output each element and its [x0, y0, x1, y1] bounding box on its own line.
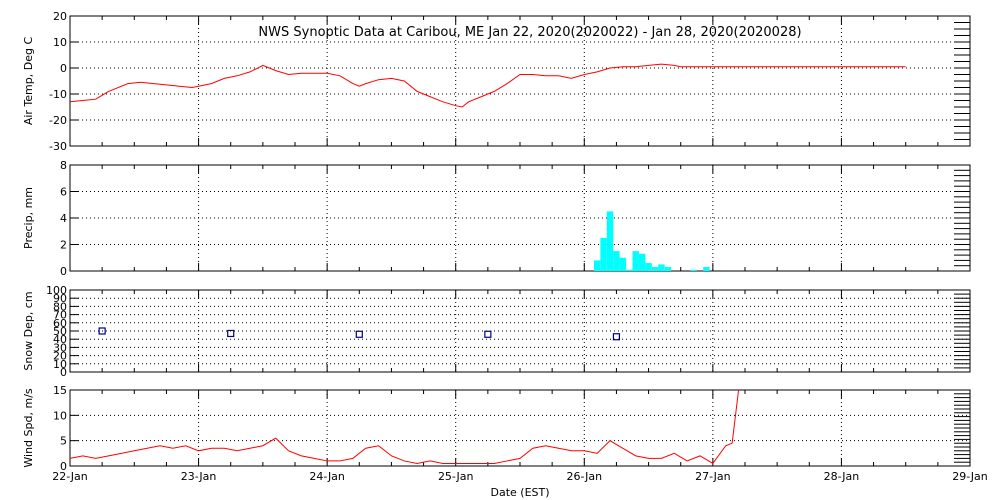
precip-bar — [651, 267, 659, 271]
y-tick-label: 6 — [60, 186, 67, 199]
y-tick-label: 20 — [53, 350, 67, 363]
y-tick-label: 80 — [53, 300, 67, 313]
y-tick-label: 90 — [53, 292, 67, 305]
y-tick-label: 20 — [53, 10, 67, 23]
y-tick-label: 10 — [53, 358, 67, 371]
x-tick-label: 29-Jan — [952, 470, 988, 483]
y-axis-label: Air Temp, Deg C — [22, 37, 35, 126]
precip-bar — [619, 257, 627, 271]
precip-bar — [632, 251, 639, 271]
precip-bar — [606, 211, 614, 271]
y-tick-label: 70 — [53, 309, 67, 322]
y-tick-label: 8 — [60, 159, 67, 172]
y-tick-label: 50 — [53, 325, 67, 338]
plot-frame — [69, 389, 971, 467]
y-tick-label: 30 — [53, 341, 67, 354]
precip-bar — [703, 267, 710, 271]
panel-1: -30 -20 -10 0 10 20 Air Temp, Deg C — [22, 10, 971, 153]
precip-bar — [645, 263, 652, 271]
snow-depth-point — [355, 330, 363, 338]
precip-bar — [658, 264, 665, 271]
y-tick-label: -10 — [49, 88, 67, 101]
x-tick-label: 22-Jan — [52, 470, 88, 483]
precip-bar — [626, 269, 633, 271]
x-tick-label: 25-Jan — [438, 470, 474, 483]
y-tick-label: 10 — [53, 36, 67, 49]
y-tick-label: 0 — [60, 366, 67, 379]
y-axis-label: Wind Spd, m/s — [22, 388, 35, 468]
y-tick-label: 10 — [53, 409, 67, 422]
x-tick-label: 23-Jan — [181, 470, 217, 483]
y-tick-label: 15 — [53, 384, 67, 397]
y-tick-label: 0 — [60, 62, 67, 75]
y-axis-label: Snow Dep, cm — [22, 291, 35, 370]
y-tick-label: -20 — [49, 114, 67, 127]
snow-depth-point — [612, 333, 621, 341]
chart-title: NWS Synoptic Data at Caribou, ME Jan 22,… — [258, 25, 801, 40]
x-tick-label: 26-Jan — [567, 470, 603, 483]
y-tick-label: 4 — [60, 212, 67, 225]
y-tick-label: 60 — [53, 317, 67, 330]
precip-bar — [593, 260, 601, 271]
snow-depth-point — [98, 327, 106, 335]
y-tick-label: 100 — [46, 284, 67, 297]
y-tick-label: 5 — [60, 435, 67, 448]
precip-bar — [690, 269, 697, 271]
panel-4: 0 5 10 15 Wind Spd, m/s 22-Jan 23-Jan 24-Jan 25-… — [22, 384, 988, 483]
y-tick-label: 2 — [60, 239, 67, 252]
precip-bar — [664, 267, 672, 271]
precip-bar — [600, 237, 607, 271]
series-line — [69, 63, 906, 108]
snow-depth-point — [227, 329, 235, 338]
x-axis-label: Date (EST) — [490, 486, 549, 499]
x-tick-label: 24-Jan — [309, 470, 345, 483]
precip-bar — [613, 251, 620, 271]
y-axis-label: Precip, mm — [22, 187, 35, 249]
precip-bar — [638, 253, 646, 271]
series-line — [69, 389, 740, 465]
y-tick-label: 0 — [60, 265, 67, 278]
y-tick-label: 0 — [60, 460, 67, 473]
snow-depth-point — [484, 330, 492, 338]
y-tick-label: -30 — [49, 140, 67, 153]
y-tick-label: 40 — [53, 333, 67, 346]
panel-2: 0 2 4 6 8 Precip, mm — [22, 159, 971, 278]
x-tick-label: 28-Jan — [824, 470, 860, 483]
x-tick-label: 27-Jan — [695, 470, 731, 483]
